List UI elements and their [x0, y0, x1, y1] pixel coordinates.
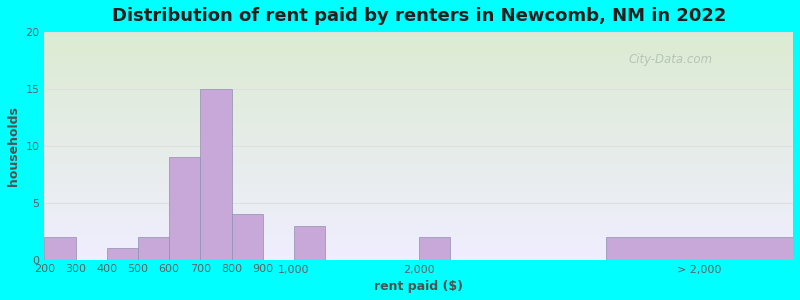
Y-axis label: households: households — [7, 106, 20, 186]
Bar — [201, 89, 232, 260]
Bar — [170, 157, 201, 260]
Bar — [138, 237, 170, 260]
Bar — [294, 226, 325, 260]
Bar — [606, 237, 793, 260]
Text: City-Data.com: City-Data.com — [628, 53, 713, 66]
Bar — [107, 248, 138, 260]
Title: Distribution of rent paid by renters in Newcomb, NM in 2022: Distribution of rent paid by renters in … — [111, 7, 726, 25]
Bar — [45, 237, 76, 260]
Bar — [418, 237, 450, 260]
X-axis label: rent paid ($): rent paid ($) — [374, 280, 463, 293]
Bar — [232, 214, 263, 260]
